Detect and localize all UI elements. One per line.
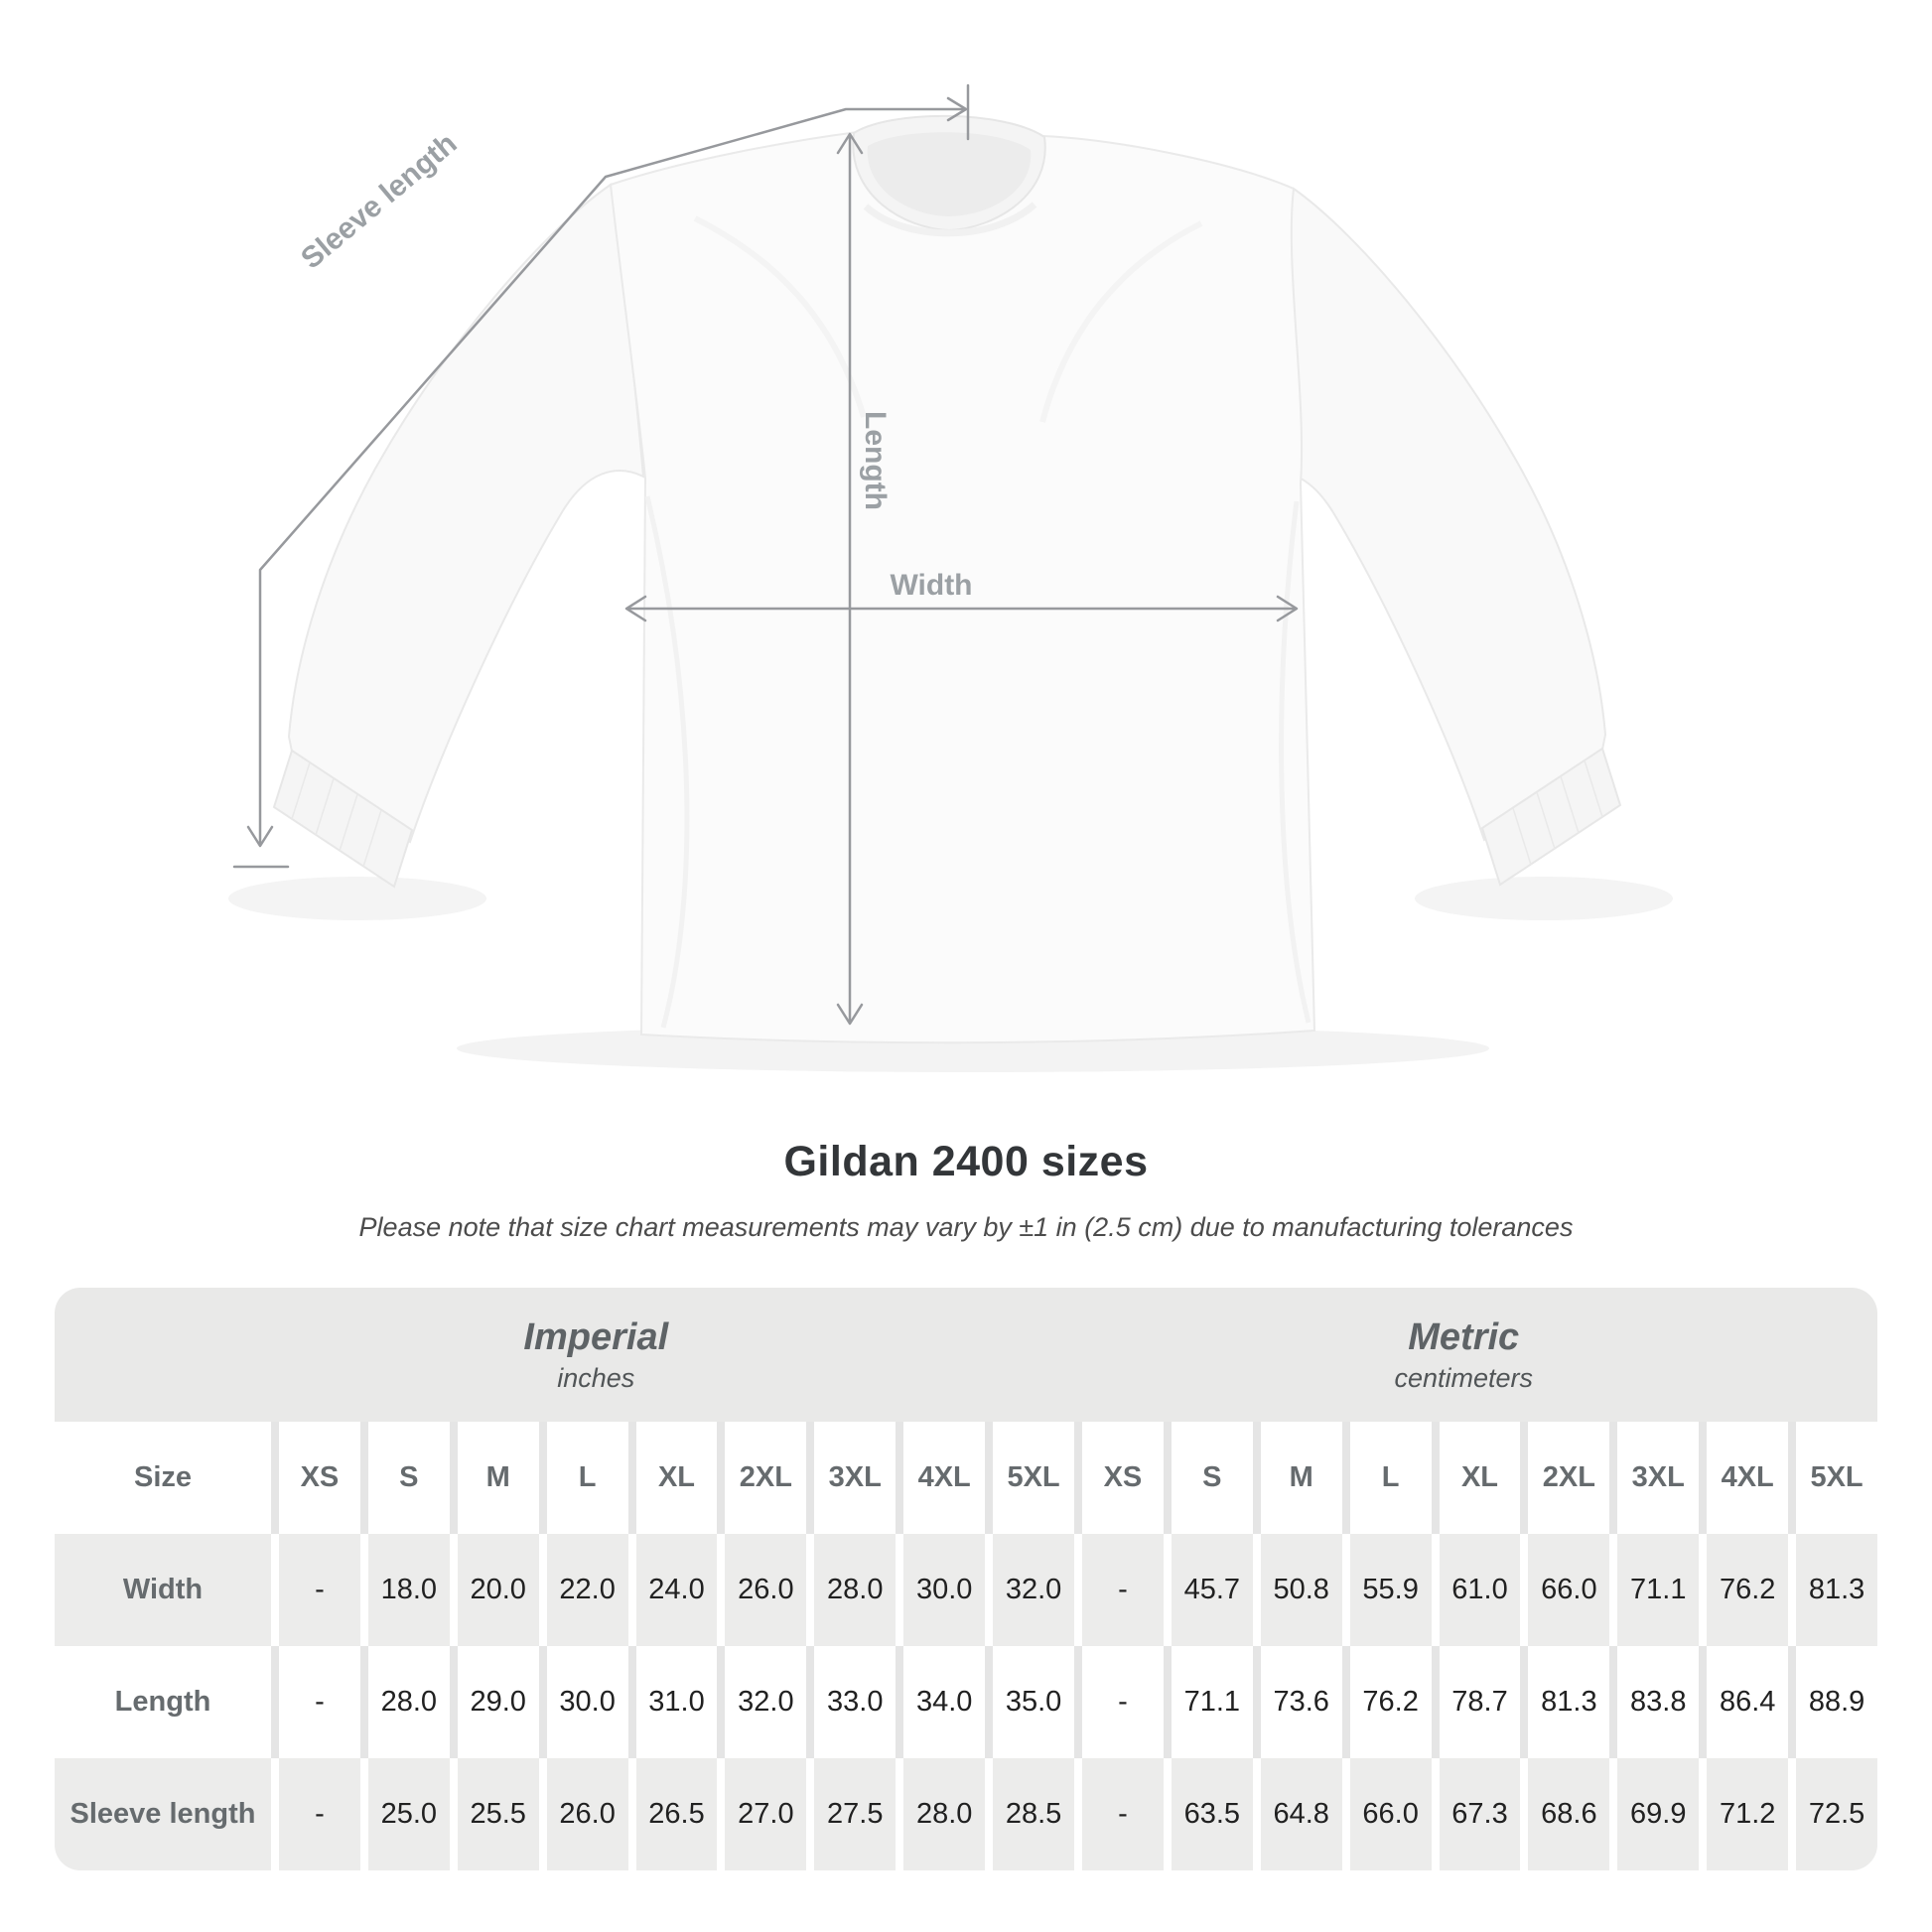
table-cell: 27.0	[725, 1758, 807, 1870]
table-cell: 73.6	[1260, 1646, 1342, 1758]
imperial-unit: inches	[557, 1362, 635, 1393]
column-header: 5XL	[993, 1422, 1074, 1534]
table-cell: 66.0	[1349, 1758, 1432, 1870]
table-cell: 32.0	[993, 1534, 1074, 1646]
table-cell: 20.0	[457, 1534, 539, 1646]
table-cell: 67.3	[1439, 1758, 1521, 1870]
width-measure-line	[624, 595, 1299, 622]
table-cell: -	[1081, 1758, 1164, 1870]
table-cell: 29.0	[457, 1646, 539, 1758]
table-row-length: Length - 28.0 29.0 30.0 31.0 32.0 33.0 3…	[55, 1646, 1877, 1758]
unit-section-band: Imperial inches Metric centimeters	[55, 1288, 1877, 1422]
table-cell: 55.9	[1349, 1534, 1432, 1646]
column-header: XS	[1081, 1422, 1164, 1534]
column-header: 3XL	[814, 1422, 897, 1534]
table-cell: 78.7	[1439, 1646, 1521, 1758]
table-cell: 76.2	[1707, 1534, 1789, 1646]
table-cell: 28.0	[903, 1758, 986, 1870]
tolerance-note: Please note that size chart measurements…	[358, 1212, 1574, 1242]
length-label: Length	[859, 411, 892, 510]
table-cell: 34.0	[903, 1646, 986, 1758]
table-cell: 66.0	[1528, 1534, 1610, 1646]
column-header: 5XL	[1796, 1422, 1877, 1534]
column-header: XS	[279, 1422, 360, 1534]
column-header: 3XL	[1617, 1422, 1700, 1534]
table-cell: -	[279, 1758, 360, 1870]
table-cell: -	[1081, 1646, 1164, 1758]
sleeve-length-measure-line	[232, 83, 970, 869]
table-row-width: Width - 18.0 20.0 22.0 24.0 26.0 28.0 30…	[55, 1534, 1877, 1646]
table-cell: 31.0	[635, 1646, 718, 1758]
table-cell: 83.8	[1617, 1646, 1700, 1758]
table-cell: 24.0	[635, 1534, 718, 1646]
column-header: S	[367, 1422, 450, 1534]
page-title: Gildan 2400 sizes	[783, 1138, 1149, 1185]
column-header: 4XL	[903, 1422, 986, 1534]
table-cell: 81.3	[1528, 1646, 1610, 1758]
imperial-section-header: Imperial inches	[523, 1288, 668, 1422]
table-cell: 88.9	[1796, 1646, 1877, 1758]
column-header: XL	[1439, 1422, 1521, 1534]
table-cell: 22.0	[546, 1534, 628, 1646]
table-cell: 61.0	[1439, 1534, 1521, 1646]
imperial-label: Imperial	[523, 1315, 669, 1358]
table-cell: 28.0	[367, 1646, 450, 1758]
column-header: 2XL	[725, 1422, 807, 1534]
table-cell: 71.1	[1617, 1534, 1700, 1646]
size-header-row: Size XS S M L XL 2XL 3XL 4XL 5XL XS S M …	[55, 1422, 1877, 1534]
table-cell: 64.8	[1260, 1758, 1342, 1870]
table-cell: -	[279, 1534, 360, 1646]
column-header: 4XL	[1707, 1422, 1789, 1534]
shirt-diagram: Sleeve length Length Width	[228, 83, 1673, 1072]
table-cell: 69.9	[1617, 1758, 1700, 1870]
table-cell: 28.5	[993, 1758, 1074, 1870]
table-cell: 26.0	[725, 1534, 807, 1646]
length-measure-line	[836, 132, 864, 1026]
table-cell: 27.5	[814, 1758, 897, 1870]
table-cell: -	[279, 1646, 360, 1758]
width-label: Width	[890, 569, 972, 602]
column-header: XL	[635, 1422, 718, 1534]
table-cell: 63.5	[1171, 1758, 1253, 1870]
table-cell: 30.0	[903, 1534, 986, 1646]
table-cell: 18.0	[367, 1534, 450, 1646]
column-header: S	[1171, 1422, 1253, 1534]
table-cell: 25.0	[367, 1758, 450, 1870]
table-cell: 86.4	[1707, 1646, 1789, 1758]
size-header: Size	[55, 1422, 271, 1534]
table-cell: 72.5	[1796, 1758, 1877, 1870]
table-cell: 50.8	[1260, 1534, 1342, 1646]
row-label: Sleeve length	[55, 1758, 271, 1870]
table-cell: 26.0	[546, 1758, 628, 1870]
table-cell: 25.5	[457, 1758, 539, 1870]
table-cell: 45.7	[1171, 1534, 1253, 1646]
column-header: L	[546, 1422, 628, 1534]
table-cell: 68.6	[1528, 1758, 1610, 1870]
table-cell: 71.2	[1707, 1758, 1789, 1870]
table-cell: 33.0	[814, 1646, 897, 1758]
row-label: Length	[55, 1646, 271, 1758]
metric-section-header: Metric centimeters	[1394, 1288, 1533, 1422]
table-cell: 71.1	[1171, 1646, 1253, 1758]
size-table: Imperial inches Metric centimeters Size …	[55, 1288, 1877, 1870]
column-header: 2XL	[1528, 1422, 1610, 1534]
metric-unit: centimeters	[1394, 1362, 1533, 1393]
table-cell: 76.2	[1349, 1646, 1432, 1758]
sleeve-length-label: Sleeve length	[295, 127, 463, 276]
table-cell: -	[1081, 1534, 1164, 1646]
table-cell: 81.3	[1796, 1534, 1877, 1646]
table-cell: 35.0	[993, 1646, 1074, 1758]
column-header: L	[1349, 1422, 1432, 1534]
table-cell: 26.5	[635, 1758, 718, 1870]
table-cell: 32.0	[725, 1646, 807, 1758]
column-header: M	[457, 1422, 539, 1534]
column-header: M	[1260, 1422, 1342, 1534]
table-cell: 28.0	[814, 1534, 897, 1646]
metric-label: Metric	[1408, 1315, 1520, 1358]
table-cell: 30.0	[546, 1646, 628, 1758]
table-row-sleeve-length: Sleeve length - 25.0 25.5 26.0 26.5 27.0…	[55, 1758, 1877, 1870]
row-label: Width	[55, 1534, 271, 1646]
shirt-illustration	[228, 114, 1673, 1072]
